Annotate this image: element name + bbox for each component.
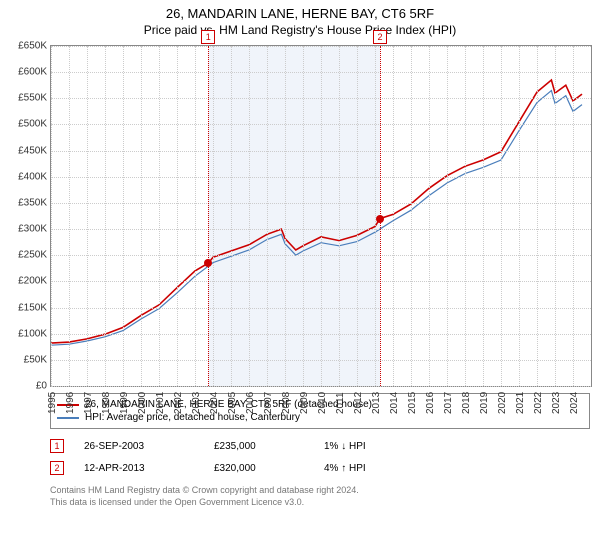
transaction-marker: 1 xyxy=(50,439,64,453)
transaction-row: 2 12-APR-2013 £320,000 4% ↑ HPI xyxy=(50,457,590,479)
x-axis-label: 2010 xyxy=(317,392,328,414)
transaction-price: £235,000 xyxy=(214,441,304,452)
y-axis-label: £650K xyxy=(18,41,47,52)
x-axis-label: 2002 xyxy=(173,392,184,414)
x-axis-label: 2016 xyxy=(425,392,436,414)
gridline-v xyxy=(447,46,448,386)
x-axis-label: 2008 xyxy=(281,392,292,414)
x-axis-label: 1997 xyxy=(83,392,94,414)
y-axis-label: £400K xyxy=(18,171,47,182)
gridline-h xyxy=(51,386,591,387)
marker-label: 2 xyxy=(373,30,387,44)
chart-area: £0£50K£100K£150K£200K£250K£300K£350K£400… xyxy=(50,45,592,387)
y-axis-label: £150K xyxy=(18,302,47,313)
y-axis-label: £300K xyxy=(18,224,47,235)
gridline-v xyxy=(483,46,484,386)
x-axis-label: 1995 xyxy=(47,392,58,414)
y-axis-label: £500K xyxy=(18,119,47,130)
y-axis-label: £200K xyxy=(18,276,47,287)
y-axis-label: £450K xyxy=(18,145,47,156)
x-axis-label: 2004 xyxy=(209,392,220,414)
gridline-v xyxy=(159,46,160,386)
marker-vline xyxy=(208,46,209,386)
y-axis-label: £100K xyxy=(18,328,47,339)
gridline-v xyxy=(519,46,520,386)
gridline-v xyxy=(303,46,304,386)
transaction-marker: 2 xyxy=(50,461,64,475)
x-axis-label: 2015 xyxy=(407,392,418,414)
transaction-delta: 1% ↓ HPI xyxy=(324,441,366,452)
x-axis-label: 2005 xyxy=(227,392,238,414)
footer-attribution: Contains HM Land Registry data © Crown c… xyxy=(50,485,590,508)
x-axis-label: 2014 xyxy=(389,392,400,414)
x-axis-label: 2020 xyxy=(497,392,508,414)
gridline-v xyxy=(123,46,124,386)
series-price xyxy=(51,80,582,343)
footer-line: Contains HM Land Registry data © Crown c… xyxy=(50,485,590,497)
transaction-price: £320,000 xyxy=(214,463,304,474)
chart-subtitle: Price paid vs. HM Land Registry's House … xyxy=(0,21,600,37)
y-axis-label: £550K xyxy=(18,93,47,104)
x-axis-label: 2012 xyxy=(353,392,364,414)
y-axis-label: £50K xyxy=(24,354,47,365)
y-axis-label: £0 xyxy=(36,381,47,392)
x-axis-label: 2022 xyxy=(533,392,544,414)
marker-label: 1 xyxy=(201,30,215,44)
gridline-v xyxy=(429,46,430,386)
chart-title: 26, MANDARIN LANE, HERNE BAY, CT6 5RF xyxy=(0,0,600,21)
x-axis-label: 2006 xyxy=(245,392,256,414)
x-axis-label: 2009 xyxy=(299,392,310,414)
transaction-row: 1 26-SEP-2003 £235,000 1% ↓ HPI xyxy=(50,435,590,457)
transaction-date: 12-APR-2013 xyxy=(84,463,194,474)
transaction-date: 26-SEP-2003 xyxy=(84,441,194,452)
gridline-v xyxy=(141,46,142,386)
gridline-v xyxy=(393,46,394,386)
gridline-v xyxy=(573,46,574,386)
x-axis-label: 2011 xyxy=(335,392,346,414)
x-axis-label: 2024 xyxy=(569,392,580,414)
x-axis-label: 2003 xyxy=(191,392,202,414)
x-axis-label: 1998 xyxy=(101,392,112,414)
x-axis-label: 2019 xyxy=(479,392,490,414)
gridline-v xyxy=(537,46,538,386)
x-axis-label: 2000 xyxy=(137,392,148,414)
gridline-v xyxy=(267,46,268,386)
x-axis-label: 2018 xyxy=(461,392,472,414)
gridline-v xyxy=(321,46,322,386)
gridline-v xyxy=(105,46,106,386)
gridline-v xyxy=(69,46,70,386)
x-axis-label: 2021 xyxy=(515,392,526,414)
gridline-v xyxy=(249,46,250,386)
y-axis-label: £250K xyxy=(18,250,47,261)
footer-line: This data is licensed under the Open Gov… xyxy=(50,497,590,509)
legend-swatch xyxy=(57,417,79,419)
y-axis-label: £350K xyxy=(18,197,47,208)
gridline-v xyxy=(195,46,196,386)
gridline-v xyxy=(51,46,52,386)
data-point-dot xyxy=(376,215,384,223)
x-axis-label: 2017 xyxy=(443,392,454,414)
x-axis-label: 2023 xyxy=(551,392,562,414)
x-axis-label: 1996 xyxy=(65,392,76,414)
gridline-v xyxy=(357,46,358,386)
x-axis-label: 2007 xyxy=(263,392,274,414)
gridline-v xyxy=(465,46,466,386)
figure: 26, MANDARIN LANE, HERNE BAY, CT6 5RF Pr… xyxy=(0,0,600,560)
x-axis-label: 2001 xyxy=(155,392,166,414)
gridline-v xyxy=(213,46,214,386)
transaction-delta: 4% ↑ HPI xyxy=(324,463,366,474)
gridline-v xyxy=(339,46,340,386)
x-axis-label: 1999 xyxy=(119,392,130,414)
gridline-v xyxy=(231,46,232,386)
gridline-v xyxy=(501,46,502,386)
gridline-v xyxy=(555,46,556,386)
x-axis-label: 2013 xyxy=(371,392,382,414)
y-axis-label: £600K xyxy=(18,67,47,78)
gridline-v xyxy=(177,46,178,386)
gridline-v xyxy=(411,46,412,386)
transaction-table: 1 26-SEP-2003 £235,000 1% ↓ HPI 2 12-APR-2013… xyxy=(50,435,590,479)
gridline-v xyxy=(285,46,286,386)
gridline-v xyxy=(87,46,88,386)
